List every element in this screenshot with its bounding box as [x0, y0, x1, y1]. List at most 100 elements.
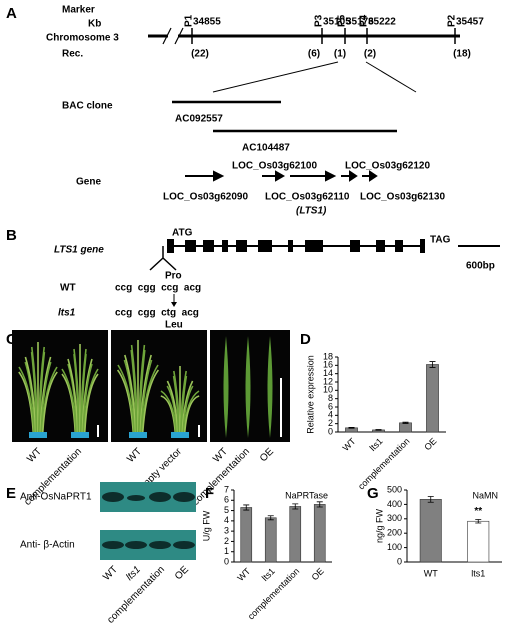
y-tick-label: 12 — [323, 376, 333, 386]
stop-codon: TAG — [430, 235, 451, 246]
plant-leaf — [38, 351, 46, 433]
plant-leaf — [38, 346, 45, 433]
bar — [240, 507, 253, 563]
y-tick-label: 5 — [224, 505, 229, 515]
photo-label: OE — [258, 446, 276, 464]
y-axis-label: ng/g FW — [374, 508, 384, 543]
marker-kb: 35457 — [456, 17, 484, 28]
gene-name: LOC_Os03g62120 — [345, 161, 430, 172]
lane-label: OE — [173, 564, 191, 582]
plant-leaf — [80, 353, 87, 433]
y-tick-label: 200 — [387, 528, 402, 538]
bar — [289, 506, 302, 563]
y-tick-label: 100 — [387, 542, 402, 552]
plant-leaf — [182, 385, 194, 433]
break-gap — [168, 30, 178, 42]
sequence: ccg cgg ctg acg — [115, 308, 199, 319]
exons — [167, 239, 425, 253]
plant-leaf — [31, 346, 38, 433]
y-tick-label: 8 — [328, 393, 333, 403]
plant-leaf — [42, 371, 58, 433]
x-tick-label: WT — [424, 568, 438, 578]
bar — [264, 517, 277, 563]
antibody: Anti-OsNaPRT1 — [20, 492, 92, 503]
x-tick-label: OE — [310, 566, 326, 582]
plant-leaf — [180, 375, 188, 433]
rec-count: (1) — [334, 49, 346, 60]
plant-leaf — [116, 369, 134, 433]
plant-leaf — [40, 361, 52, 433]
break — [162, 27, 172, 45]
bac-name: AC104487 — [242, 143, 290, 154]
plant-leaf — [67, 358, 79, 433]
rec-count: (6) — [308, 49, 320, 60]
mutation-site — [149, 246, 177, 271]
gene-name: LOC_Os03g62090 — [163, 192, 248, 203]
panel-letter: C — [6, 331, 17, 348]
y-tick-label: 16 — [323, 360, 333, 370]
plant-leaf — [82, 363, 93, 433]
error-bar — [427, 496, 434, 503]
plant-leaf — [173, 370, 180, 433]
inner-title: NaMN — [472, 490, 498, 500]
amino-acid: Leu — [165, 320, 183, 331]
rec-label: Rec. — [62, 49, 83, 60]
plant-leaf — [139, 354, 152, 433]
y-axis-label: U/g FW — [201, 510, 211, 541]
chromosome-label: Chromosome 3 — [46, 33, 119, 44]
y-axis-label: Relative expression — [305, 355, 315, 434]
x-tick-label: lts1 — [471, 568, 485, 578]
gene-name: LOC_Os03g62100 — [232, 161, 317, 172]
y-tick-label: 0 — [328, 426, 333, 436]
panel-letter: A — [6, 5, 17, 22]
y-tick-label: 300 — [387, 513, 402, 523]
bar — [399, 422, 412, 433]
y-tick-label: 4 — [328, 410, 333, 420]
bands — [102, 492, 195, 549]
x-tick-label: lts1 — [260, 566, 277, 583]
marker-name: P2 — [447, 14, 458, 27]
y-tick-label: 4 — [224, 515, 229, 525]
photo-label: WT — [25, 446, 44, 465]
bar — [467, 520, 490, 563]
panel-letter: F — [205, 485, 214, 502]
break — [174, 27, 184, 45]
plant-leaf — [166, 385, 178, 433]
plant-leaf — [180, 370, 187, 433]
panel-letter: D — [300, 331, 311, 348]
error-bar — [375, 429, 382, 431]
bar — [419, 499, 442, 563]
error-bar — [267, 515, 274, 521]
plant-leaf — [123, 359, 136, 433]
plant-leaf — [39, 356, 52, 433]
plant-leaf — [81, 358, 93, 433]
rec-count: (2) — [364, 49, 376, 60]
leaf-blade — [223, 336, 229, 438]
y-tick-label: 6 — [328, 401, 333, 411]
plant-leaf — [124, 354, 137, 433]
error-bar — [348, 427, 355, 429]
y-tick-label: 500 — [387, 484, 402, 494]
plant-leaf — [160, 395, 176, 433]
y-tick-label: 2 — [328, 418, 333, 428]
plant-leaf — [61, 368, 77, 433]
plant-leaf — [30, 351, 38, 433]
marker-kb: 35176 — [346, 17, 374, 28]
significance: ** — [474, 506, 482, 517]
gene-arrows — [185, 170, 378, 182]
marker-kb: 34855 — [193, 17, 221, 28]
plant-leaf — [24, 356, 37, 433]
plant-leaf — [166, 380, 179, 433]
start-codon: ATG — [172, 228, 193, 239]
plant-leaf — [160, 390, 177, 433]
plant-leaf — [130, 349, 138, 433]
y-tick-label: 7 — [224, 484, 229, 494]
plant-leaf — [142, 369, 160, 433]
marker-kb: 35105 — [323, 17, 351, 28]
marker-name: P1 — [184, 14, 195, 27]
pot — [29, 432, 47, 438]
x-tick-label: WT — [235, 566, 252, 583]
sequence: ccg cgg ccg acg — [115, 283, 201, 294]
y-tick-label: 3 — [224, 526, 229, 536]
leaf-blade — [267, 336, 273, 438]
